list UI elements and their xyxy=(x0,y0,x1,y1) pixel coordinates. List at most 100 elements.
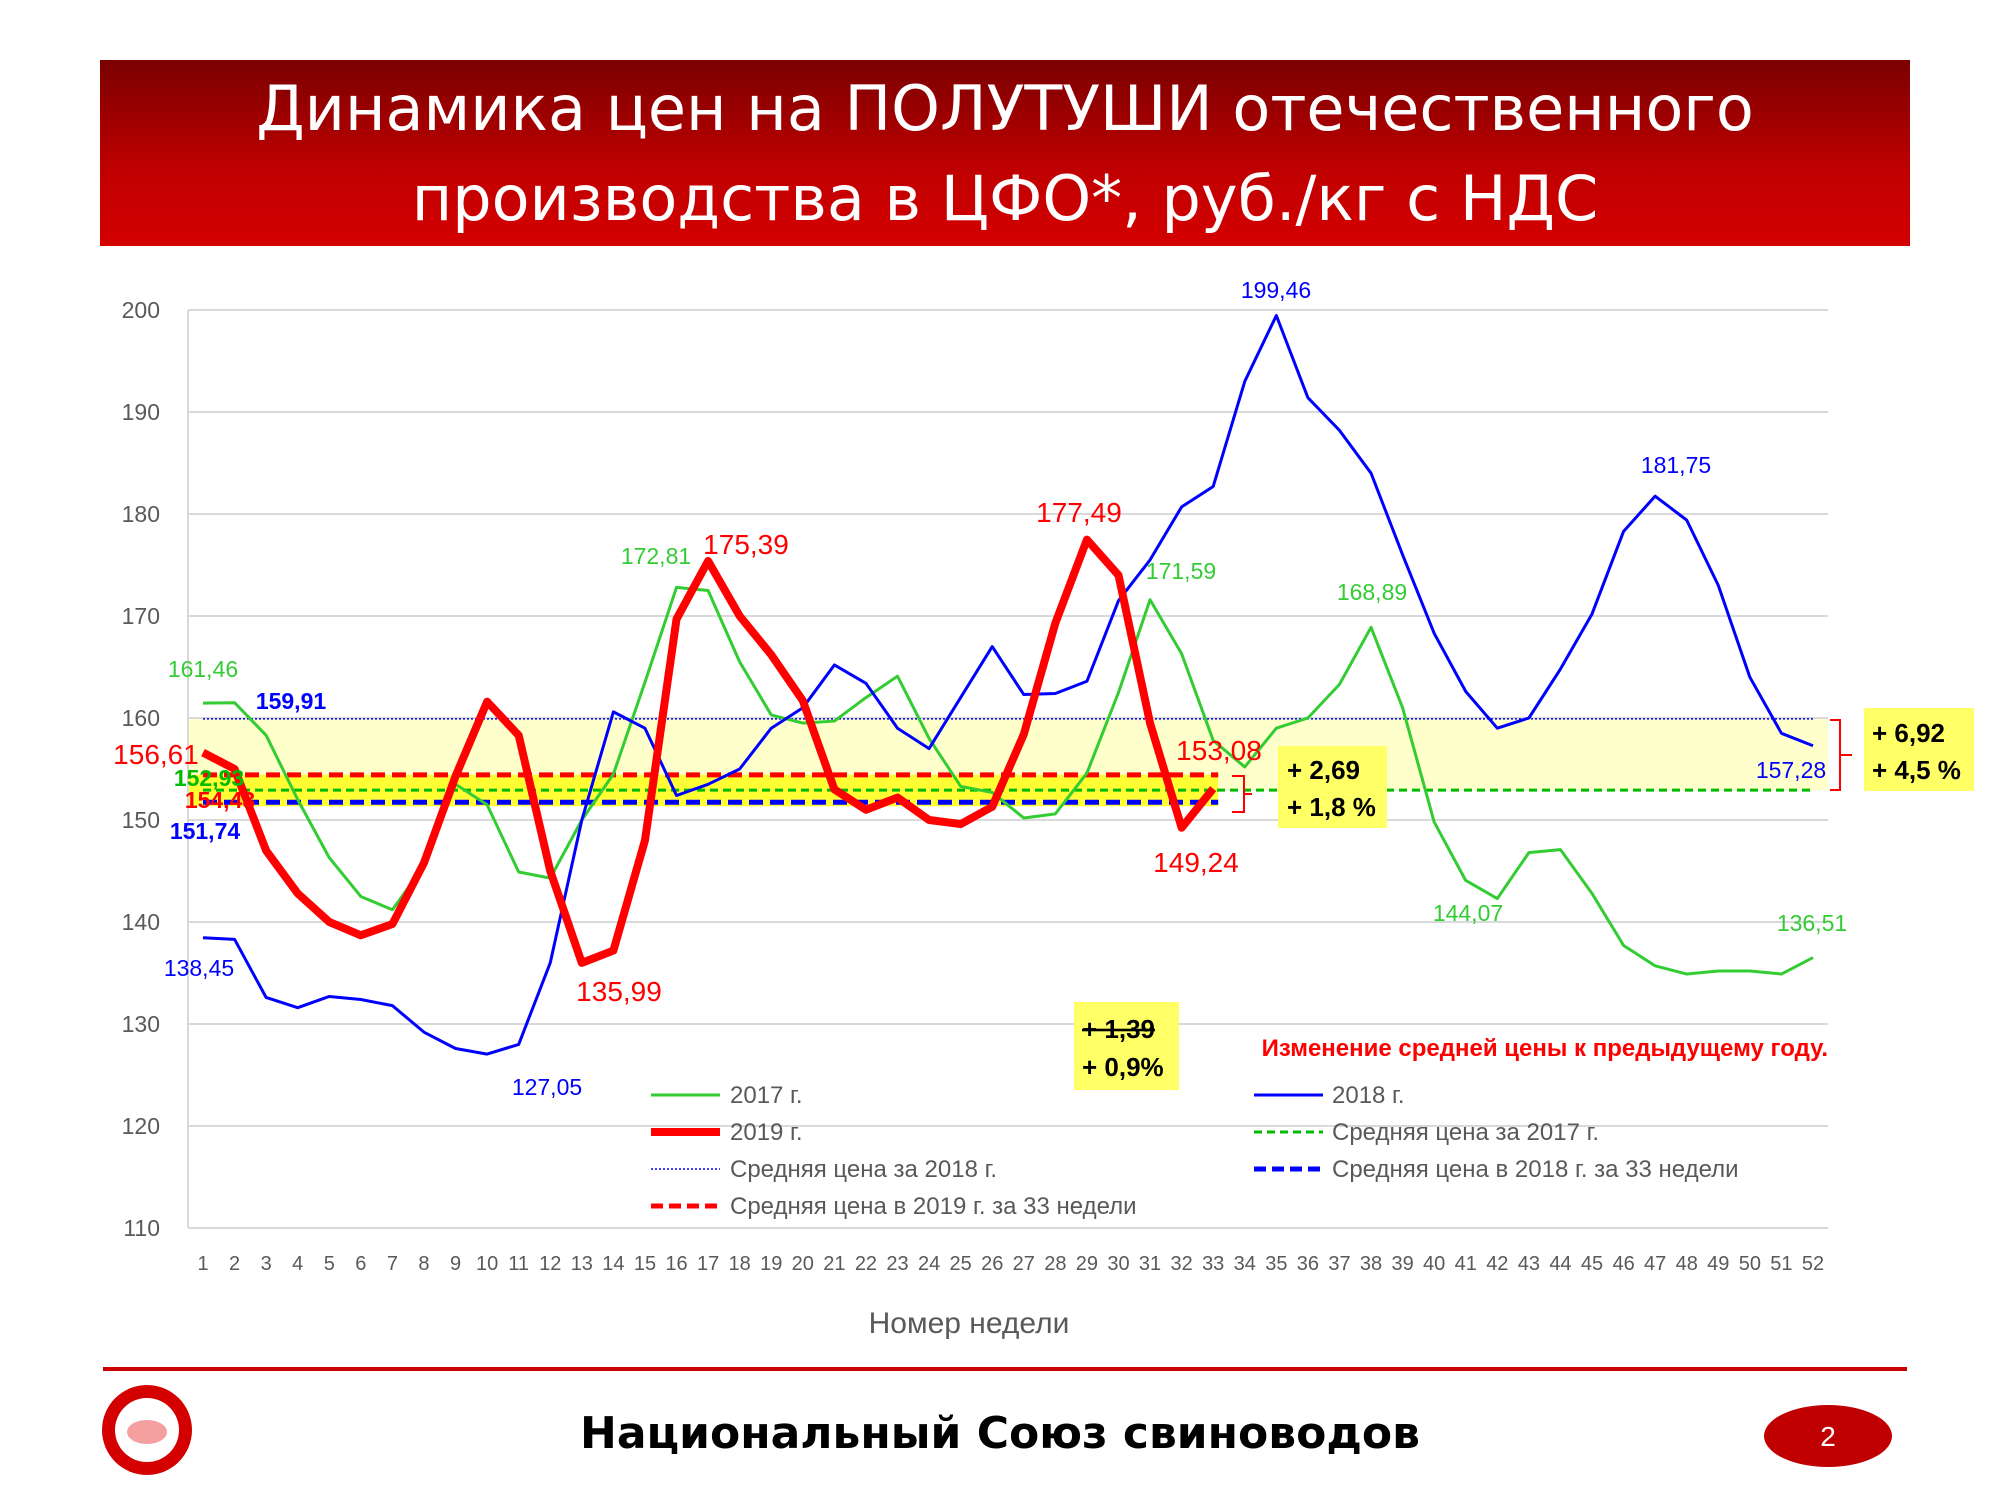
union-logo xyxy=(102,1385,192,1475)
x-tick-label: 21 xyxy=(823,1253,845,1275)
x-tick-label: 20 xyxy=(792,1253,814,1275)
label-2018-w1: 138,45 xyxy=(164,955,234,981)
label-2017-w41: 144,07 xyxy=(1433,900,1503,926)
x-tick-label: 16 xyxy=(665,1253,687,1275)
x-tick-label: 27 xyxy=(1013,1253,1035,1275)
x-tick-label: 6 xyxy=(355,1253,366,1275)
label-2017-w1: 161,46 xyxy=(168,656,238,682)
x-tick-label: 2 xyxy=(229,1253,240,1275)
x-tick-label: 49 xyxy=(1707,1253,1729,1275)
x-tick-label: 33 xyxy=(1202,1253,1224,1275)
x-tick-label: 11 xyxy=(508,1253,529,1275)
x-tick-label: 7 xyxy=(387,1253,398,1275)
x-tick-label: 28 xyxy=(1044,1253,1066,1275)
x-tick-label: 48 xyxy=(1676,1253,1698,1275)
x-axis-label: Номер недели xyxy=(869,1307,1070,1340)
label-avg-2017: 152,93 xyxy=(174,765,244,791)
diff-box-2018 xyxy=(1864,708,1974,791)
title-line-2: производства в ЦФО*, руб./кг с НДС xyxy=(411,162,1599,235)
bracket-2019-vs-2018 xyxy=(1232,775,1252,813)
x-tick-label: 43 xyxy=(1518,1253,1540,1275)
legend-avg-2017: Средняя цена за 2017 г. xyxy=(1332,1119,1599,1146)
legend-avg-2019-33w: Средняя цена в 2019 г. за 33 недели xyxy=(730,1193,1137,1220)
x-tick-label: 10 xyxy=(476,1253,498,1275)
diff-small-abs: + 1,39 xyxy=(1082,1014,1155,1044)
annotation-note: Изменение средней цены к предыдущему год… xyxy=(1262,1035,1828,1062)
x-tick-label: 34 xyxy=(1234,1253,1256,1275)
page-number: 2 xyxy=(1820,1421,1836,1452)
x-tick-label: 51 xyxy=(1770,1253,1792,1275)
diff-2019-pct: + 1,8 % xyxy=(1287,792,1376,822)
label-2019-w1: 156,61 xyxy=(113,739,199,770)
x-tick-label: 19 xyxy=(760,1253,782,1275)
label-2018-w47: 181,75 xyxy=(1641,452,1711,478)
label-avg-2019-33w: 154,43 xyxy=(185,787,255,813)
series-line-2017 xyxy=(202,585,1814,976)
label-2017-w16: 172,81 xyxy=(621,543,691,569)
label-2019-w33: 153,08 xyxy=(1176,735,1262,766)
diff-2019-abs: + 2,69 xyxy=(1287,755,1360,785)
x-tick-label: 29 xyxy=(1076,1253,1098,1275)
y-tick-label: 140 xyxy=(122,909,160,935)
y-tick-label: 130 xyxy=(122,1011,160,1037)
label-2019-w32: 149,24 xyxy=(1153,847,1239,878)
title-line-1: Динамика цен на ПОЛУТУШИ отечественного xyxy=(256,72,1754,145)
x-tick-label: 41 xyxy=(1455,1253,1477,1275)
y-tick-label: 110 xyxy=(123,1215,160,1241)
label-avg-2018-33w: 151,74 xyxy=(170,818,241,844)
x-tick-label: 42 xyxy=(1486,1253,1508,1275)
legend-2019: 2019 г. xyxy=(730,1119,803,1146)
page-number-badge xyxy=(1764,1405,1892,1467)
diff-small-pct: + 0,9% xyxy=(1082,1052,1164,1082)
y-tick-label: 200 xyxy=(122,297,160,323)
x-tick-label: 44 xyxy=(1549,1253,1571,1275)
label-2017-w31: 171,59 xyxy=(1146,558,1216,584)
x-tick-label: 17 xyxy=(697,1253,719,1275)
data-labels: 161,46 159,91 156,61 152,93 154,43 151,7… xyxy=(113,277,1847,1100)
x-tick-label: 22 xyxy=(855,1253,877,1275)
legend-avg-2018: Средняя цена за 2018 г. xyxy=(730,1156,997,1183)
diff-box-small xyxy=(1074,1002,1179,1090)
x-tick-label: 38 xyxy=(1360,1253,1382,1275)
x-tick-label: 32 xyxy=(1171,1253,1193,1275)
label-avg-2018: 159,91 xyxy=(256,688,327,714)
legend-2017: 2017 г. xyxy=(730,1082,803,1109)
x-tick-label: 35 xyxy=(1265,1253,1287,1275)
x-tick-label: 4 xyxy=(292,1253,303,1275)
x-tick-label: 14 xyxy=(602,1253,624,1275)
y-tick-label: 180 xyxy=(122,501,160,527)
x-tick-label: 12 xyxy=(539,1253,561,1275)
y-tick-label: 170 xyxy=(122,603,160,629)
label-2018-w52: 157,28 xyxy=(1756,757,1826,783)
x-tick-label: 1 xyxy=(197,1253,208,1275)
x-tick-label: 18 xyxy=(729,1253,751,1275)
x-tick-label: 23 xyxy=(886,1253,908,1275)
x-tick-label: 24 xyxy=(918,1253,940,1275)
x-tick-label: 47 xyxy=(1644,1253,1666,1275)
x-tick-label: 3 xyxy=(261,1253,272,1275)
x-tick-label: 52 xyxy=(1802,1253,1824,1275)
x-tick-label: 25 xyxy=(950,1253,972,1275)
x-tick-label: 37 xyxy=(1328,1253,1350,1275)
slide-title: Динамика цен на ПОЛУТУШИ отечественного … xyxy=(100,60,1910,246)
x-tick-label: 5 xyxy=(324,1253,335,1275)
x-tick-label: 46 xyxy=(1612,1253,1634,1275)
y-tick-label: 120 xyxy=(122,1113,160,1139)
diff-2018-pct: + 4,5 % xyxy=(1872,755,1961,785)
y-tick-label: 190 xyxy=(122,399,160,425)
y-tick-label: 160 xyxy=(122,705,160,731)
label-2019-w29: 177,49 xyxy=(1036,497,1122,528)
x-tick-label: 15 xyxy=(634,1253,656,1275)
bracket-2018-vs-2017 xyxy=(1830,719,1852,791)
label-2018-w10: 127,05 xyxy=(512,1074,582,1100)
x-tick-label: 9 xyxy=(450,1253,461,1275)
x-tick-label: 45 xyxy=(1581,1253,1603,1275)
x-tick-label: 31 xyxy=(1139,1253,1161,1275)
y-tick-label: 150 xyxy=(122,807,160,833)
diff-2018-abs: + 6,92 xyxy=(1872,718,1945,748)
legend: 2017 г. 2018 г. 2019 г. Средняя цена за … xyxy=(651,1082,1739,1220)
footer-organization: Национальный Союз свиноводов xyxy=(580,1408,1420,1459)
x-tick-label: 39 xyxy=(1391,1253,1413,1275)
label-2019-w13: 135,99 xyxy=(576,976,662,1007)
